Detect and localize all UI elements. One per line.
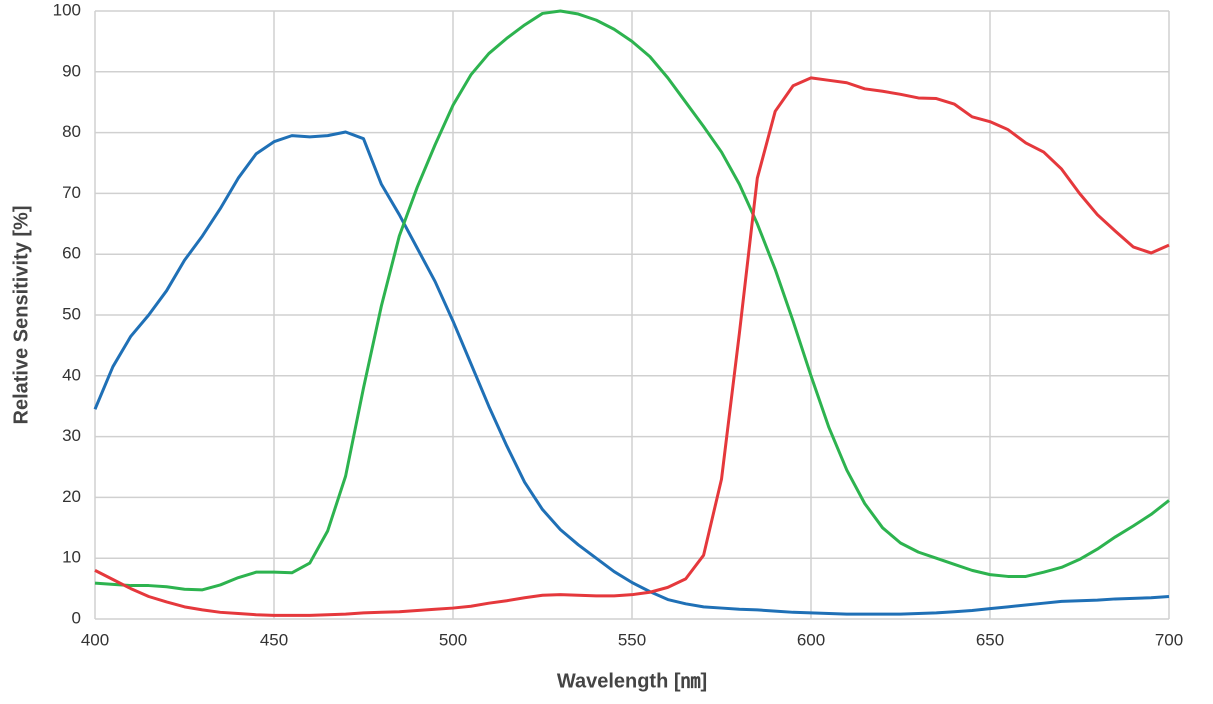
x-tick-label: 600 [797,630,825,649]
x-tick-label: 700 [1155,630,1183,649]
x-tick-label: 500 [439,630,467,649]
x-axis-title: Wavelength [㎚] [557,670,707,692]
y-tick-label: 0 [72,608,81,627]
x-tick-label: 550 [618,630,646,649]
x-tick-label: 450 [260,630,288,649]
y-tick-label: 80 [62,122,81,141]
y-axis-title: Relative Sensitivity [%] [10,206,32,425]
x-tick-label: 650 [976,630,1004,649]
series-line [93,130,1170,616]
y-tick-label: 50 [62,304,81,323]
y-tick-label: 60 [62,244,81,263]
y-tick-label: 100 [53,0,81,19]
y-tick-label: 40 [62,365,81,384]
y-tick-label: 30 [62,426,81,445]
y-tick-label: 20 [62,487,81,506]
y-tick-label: 70 [62,183,81,202]
series-line [94,9,1170,592]
series-line [94,76,1170,617]
y-tick-label: 90 [62,61,81,80]
x-tick-label: 400 [81,630,109,649]
y-tick-label: 10 [62,548,81,567]
